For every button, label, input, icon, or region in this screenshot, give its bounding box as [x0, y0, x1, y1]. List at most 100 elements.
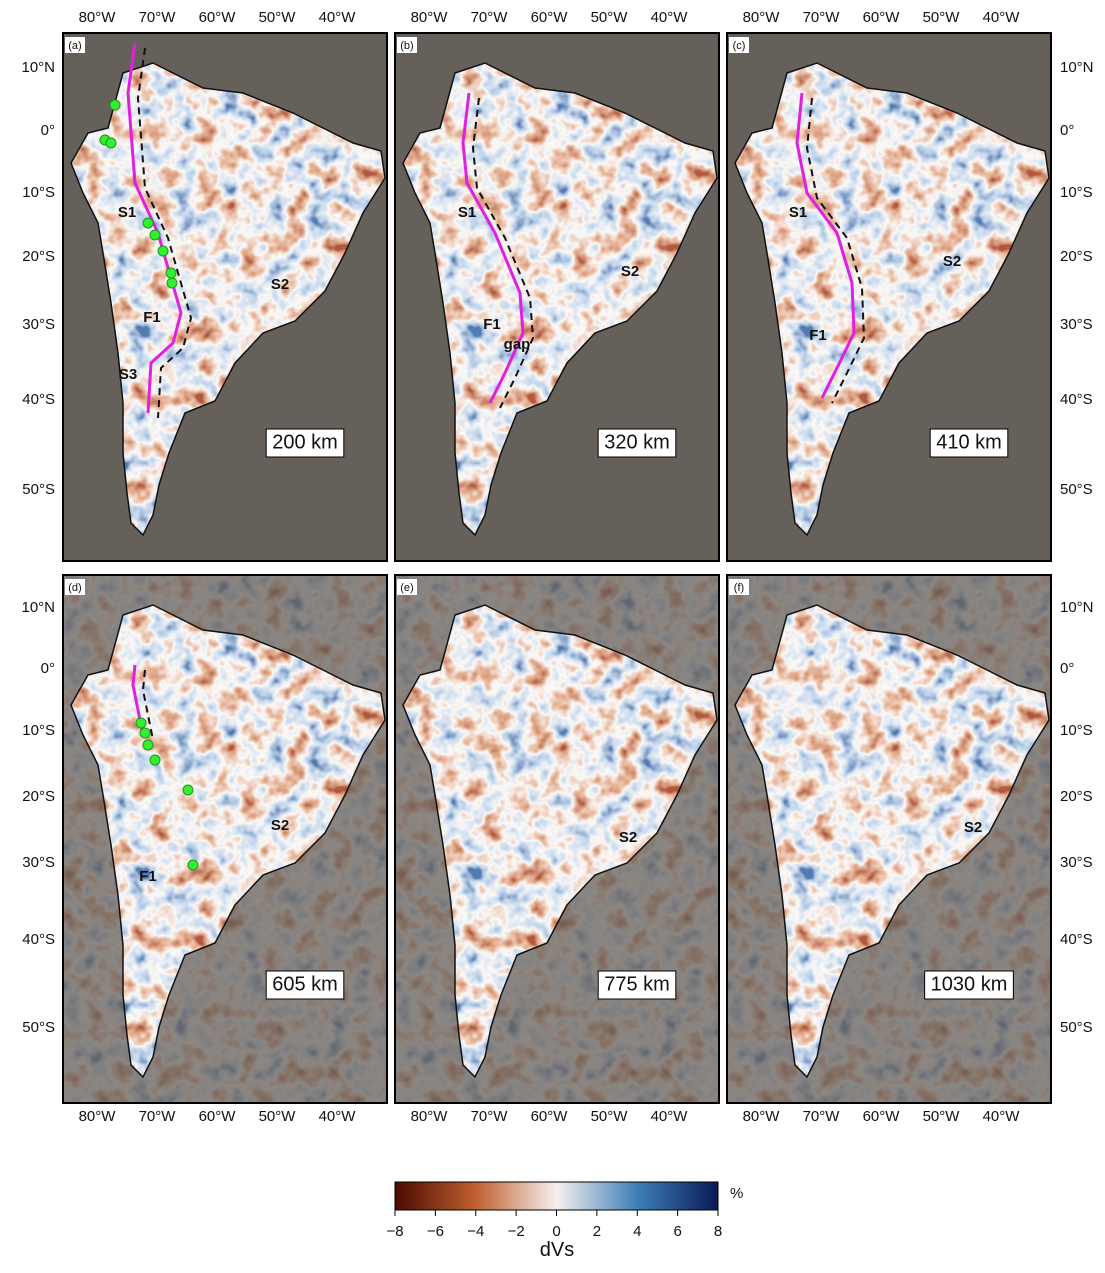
lat-label: 30°S [1060, 854, 1093, 871]
lon-label: 70°W [139, 9, 177, 26]
lon-label: 40°W [983, 9, 1021, 26]
lon-label: 50°W [259, 9, 297, 26]
feature-label: S1 [458, 204, 476, 221]
feature-label: S2 [271, 276, 289, 293]
depth-label: 1030 km [931, 973, 1008, 995]
panel-label: (e) [400, 582, 413, 594]
lat-label: 30°S [1060, 316, 1093, 333]
lat-label: 50°S [22, 481, 55, 498]
depth-label: 605 km [272, 973, 338, 995]
lon-label: 50°W [923, 9, 961, 26]
depth-label: 410 km [936, 431, 1002, 453]
lon-label: 70°W [471, 9, 509, 26]
earthquake [110, 100, 120, 110]
lat-label: 10°S [22, 184, 55, 201]
colorbar-tick-label: −6 [427, 1223, 444, 1240]
lon-label: 40°W [983, 1108, 1021, 1125]
feature-label: S2 [621, 263, 639, 280]
depth-label: 200 km [272, 431, 338, 453]
colorbar-unit: % [730, 1185, 743, 1202]
lat-label: 50°S [22, 1019, 55, 1036]
feature-label: S2 [964, 819, 982, 836]
earthquake [166, 268, 176, 278]
lat-label: 40°S [1060, 931, 1093, 948]
feature-label: F1 [809, 327, 827, 344]
colorbar [395, 1182, 718, 1210]
feature-label: S2 [271, 817, 289, 834]
lat-label: 40°S [22, 931, 55, 948]
panel-label: (b) [400, 40, 413, 52]
lat-label: 30°S [22, 854, 55, 871]
earthquake [143, 218, 153, 228]
depth-label: 775 km [604, 973, 670, 995]
lat-label: 50°S [1060, 481, 1093, 498]
lon-label: 60°W [199, 9, 237, 26]
lon-label: 70°W [139, 1108, 177, 1125]
lat-label: 0° [1060, 122, 1074, 139]
lon-label: 50°W [591, 1108, 629, 1125]
earthquake [106, 138, 116, 148]
lat-label: 20°S [22, 788, 55, 805]
feature-label: S3 [119, 366, 137, 383]
feature-label: gap [504, 336, 531, 353]
lon-label: 80°W [743, 9, 781, 26]
lat-label: 10°S [1060, 184, 1093, 201]
colorbar-tick-label: 2 [593, 1223, 601, 1240]
lon-label: 70°W [471, 1108, 509, 1125]
map-panel: (a) 200 km S1 F1 S3 S2 [63, 33, 387, 561]
earthquake [136, 718, 146, 728]
lon-label: 60°W [863, 9, 901, 26]
feature-label: F1 [139, 868, 157, 885]
earthquake [150, 755, 160, 765]
lon-label: 80°W [743, 1108, 781, 1125]
lon-label: 70°W [803, 1108, 841, 1125]
lon-label: 80°W [411, 1108, 449, 1125]
map-panel: (d) 605 km S2 F1 [63, 575, 387, 1103]
lon-label: 80°W [79, 1108, 117, 1125]
earthquake [188, 860, 198, 870]
earthquake [167, 278, 177, 288]
lat-label: 30°S [22, 316, 55, 333]
lat-label: 10°N [1060, 59, 1094, 76]
earthquake [143, 740, 153, 750]
lat-label: 20°S [1060, 248, 1093, 265]
lat-label: 0° [41, 122, 55, 139]
earthquake [140, 728, 150, 738]
colorbar-tick-label: 0 [552, 1223, 560, 1240]
lat-label: 20°S [22, 248, 55, 265]
lon-label: 60°W [863, 1108, 901, 1125]
earthquake [158, 246, 168, 256]
lon-label: 80°W [411, 9, 449, 26]
lon-label: 50°W [923, 1108, 961, 1125]
colorbar-tick-label: 6 [673, 1223, 681, 1240]
lat-label: 10°S [22, 722, 55, 739]
lon-label: 60°W [531, 9, 569, 26]
lat-label: 10°N [21, 599, 55, 616]
lat-label: 20°S [1060, 788, 1093, 805]
colorbar-tick-label: −8 [386, 1223, 403, 1240]
lat-label: 40°S [22, 391, 55, 408]
colorbar-tick-label: 8 [714, 1223, 722, 1240]
lon-label: 40°W [319, 1108, 357, 1125]
lon-label: 50°W [259, 1108, 297, 1125]
lat-label: 10°N [21, 59, 55, 76]
panel-label: (a) [68, 40, 81, 52]
map-panel: (b)320 kmS1F1gapS2 [395, 33, 719, 561]
colorbar-tick-label: 4 [633, 1223, 641, 1240]
colorbar-label: dVs [540, 1239, 574, 1261]
feature-label: S1 [789, 204, 807, 221]
panel-label: (d) [68, 582, 81, 594]
earthquake [150, 230, 160, 240]
feature-label: F1 [143, 309, 161, 326]
lat-label: 40°S [1060, 391, 1093, 408]
feature-label: S1 [118, 204, 136, 221]
lon-label: 70°W [803, 9, 841, 26]
colorbar-tick-label: −4 [467, 1223, 484, 1240]
lat-label: 50°S [1060, 1019, 1093, 1036]
figure: (a)200 kmS1F1S3S2(b)320 kmS1F1gapS2(c)41… [0, 0, 1105, 1268]
feature-label: F1 [483, 316, 501, 333]
